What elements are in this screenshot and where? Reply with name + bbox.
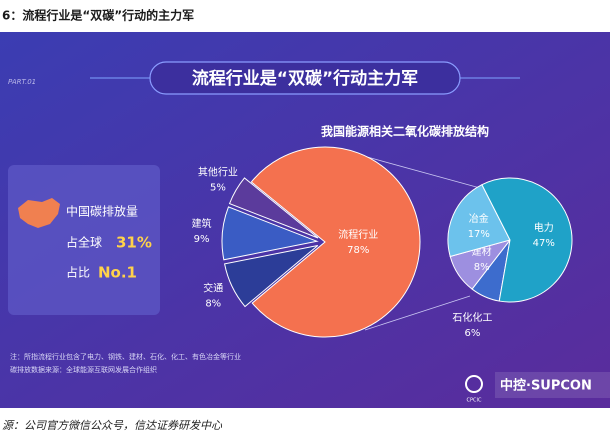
pie-slice bbox=[221, 206, 319, 261]
slice-label: 其他行业 bbox=[198, 166, 238, 179]
slice-value-label: 8% bbox=[205, 299, 221, 310]
slice-value-label: 8% bbox=[474, 262, 490, 273]
pie-slice bbox=[228, 177, 319, 239]
slice-label: 冶金 bbox=[469, 212, 489, 225]
slice-label: 电力 bbox=[534, 221, 554, 234]
slice-label: 石化化工 bbox=[452, 311, 492, 324]
heading: 流程行业是“双碳”行动主力军 bbox=[192, 68, 418, 89]
slice-value-label: 9% bbox=[194, 234, 210, 245]
slice-value-label: 6% bbox=[464, 328, 480, 339]
logo-small: CPCIC bbox=[467, 398, 482, 404]
card-text: 占全球 bbox=[66, 235, 102, 250]
slice-label: 建筑 bbox=[192, 217, 212, 230]
slice-value-label: 47% bbox=[533, 238, 555, 249]
slice-value-label: 78% bbox=[347, 245, 369, 256]
caption: 6：流程行业是“双碳”行动的主力军 bbox=[2, 8, 194, 23]
slice-label: 交通 bbox=[203, 282, 223, 295]
source: 源：公司官方微信公众号，信达证券研发中心 bbox=[2, 419, 223, 432]
note: 注：所指流程行业包含了电力、钢铁、建材、石化、化工、有色冶金等行业 bbox=[10, 352, 241, 361]
pie-slice bbox=[481, 177, 573, 303]
slice-label: 流程行业 bbox=[338, 228, 378, 241]
logo-band bbox=[495, 372, 610, 398]
pie-slice bbox=[447, 184, 511, 258]
slice-value-label: 17% bbox=[468, 229, 490, 240]
logo-mark bbox=[465, 375, 483, 393]
note: 碳排放数据来源：全球能源互联网发展合作组织 bbox=[10, 365, 157, 374]
pie-slice bbox=[224, 244, 319, 308]
china-map-icon bbox=[18, 198, 60, 228]
part-label: PART.01 bbox=[8, 78, 36, 86]
pie-slice bbox=[250, 146, 421, 338]
connector bbox=[359, 154, 481, 189]
connector bbox=[364, 295, 471, 331]
slice-value-label: 5% bbox=[210, 183, 226, 194]
heading-pill bbox=[149, 61, 461, 95]
card-value: 31% bbox=[116, 234, 152, 252]
logo: 中控·SUPCON bbox=[500, 378, 592, 394]
card-text: 占比 bbox=[66, 265, 90, 280]
card-value: No.1 bbox=[98, 264, 137, 282]
chart-title: 我国能源相关二氧化碳排放结构 bbox=[321, 124, 489, 139]
card-text: 中国碳排放量 bbox=[66, 204, 138, 219]
